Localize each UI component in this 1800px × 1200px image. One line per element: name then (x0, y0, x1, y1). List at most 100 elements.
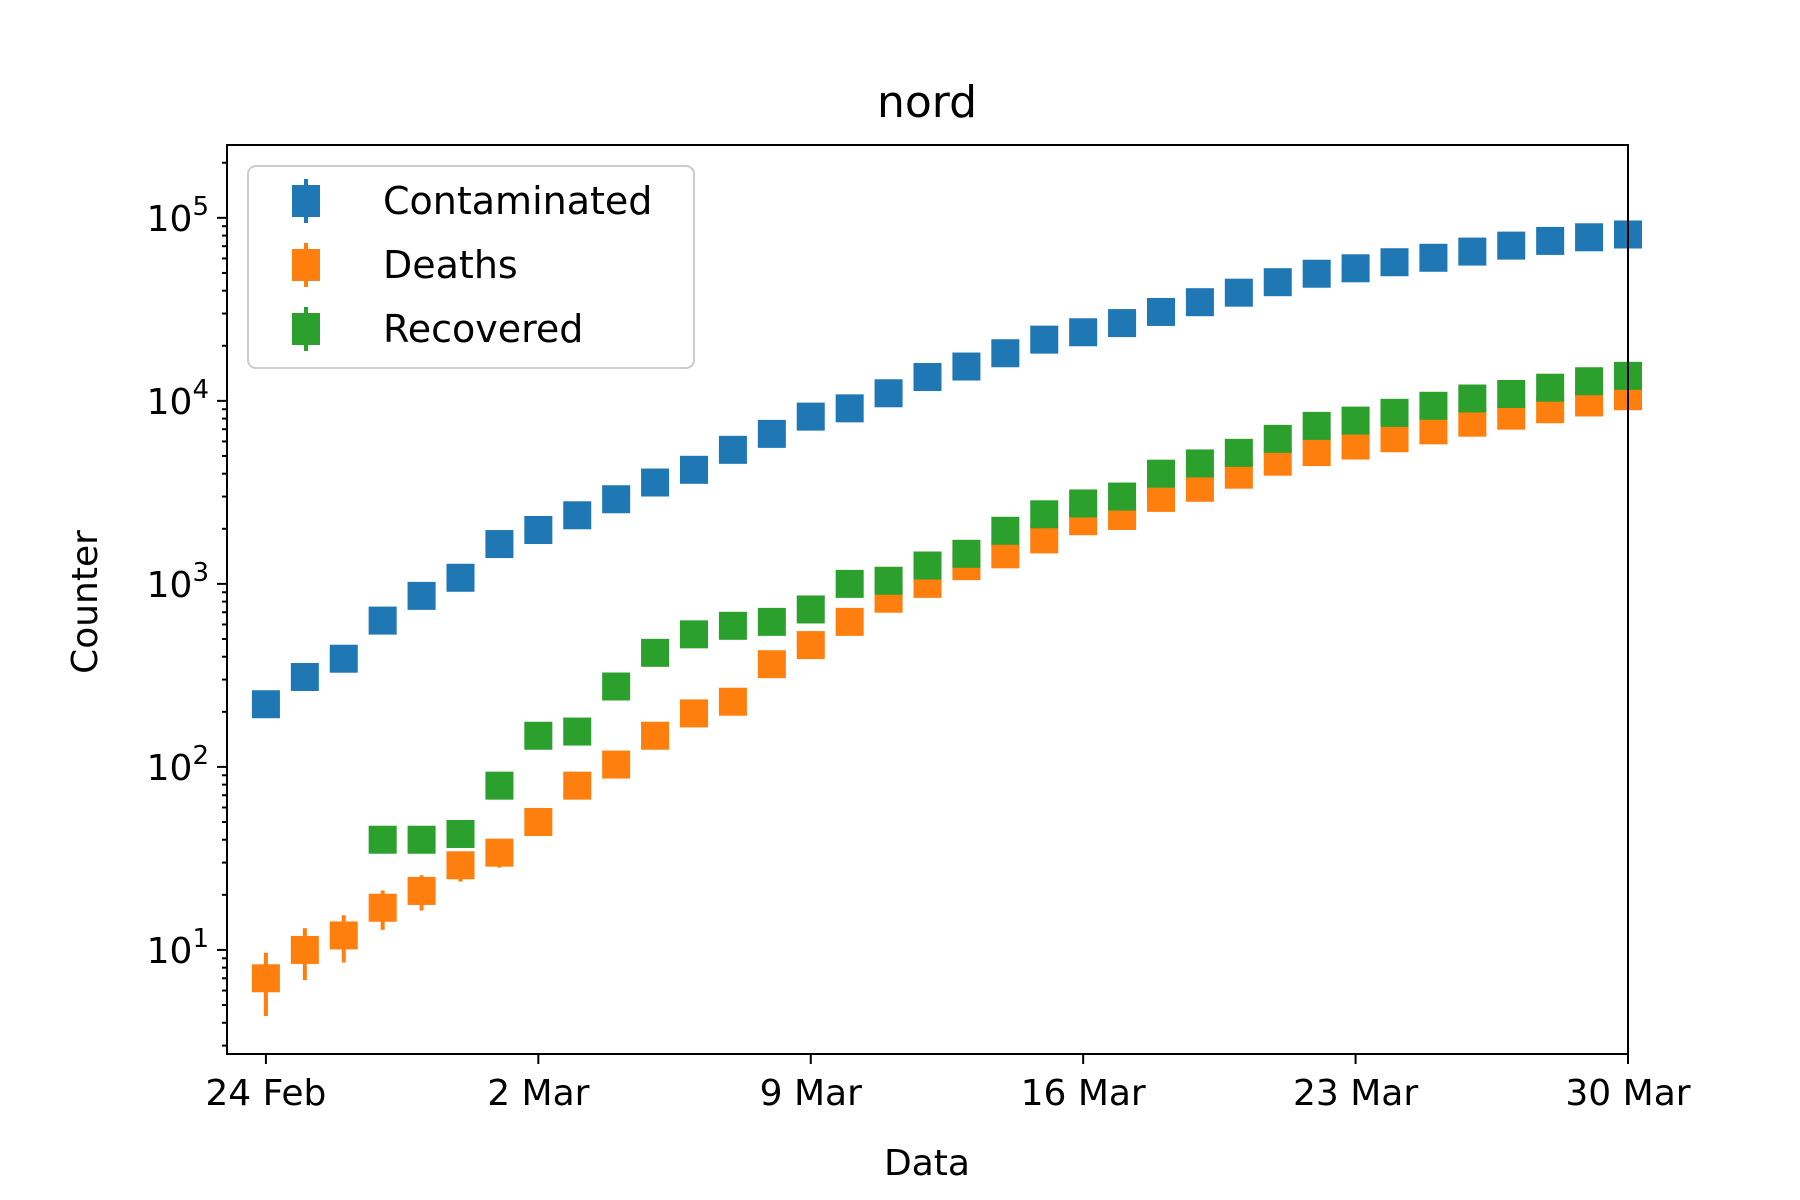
data-point (1419, 243, 1448, 272)
data-point (1146, 459, 1176, 488)
x-tick-label: 2 Mar (487, 1073, 589, 1114)
data-point (1458, 408, 1487, 437)
data-point (563, 501, 592, 530)
legend-item: Contaminated (292, 179, 652, 223)
data-point (1185, 449, 1214, 478)
data-point (1108, 309, 1137, 338)
data-point (641, 468, 670, 497)
data-point (1030, 500, 1059, 529)
y-axis: 101 102 103 104 105 (147, 161, 227, 1047)
chart-title: nord (877, 77, 977, 128)
data-point (641, 638, 670, 667)
data-point (874, 379, 903, 408)
legend-item: Recovered (292, 307, 583, 351)
data-point (1458, 384, 1487, 413)
data-point (251, 964, 280, 993)
data-point (1341, 431, 1370, 460)
data-point (718, 687, 747, 716)
data-point (368, 825, 397, 854)
data-point (1302, 438, 1331, 467)
data-point (446, 563, 475, 592)
data-point (1380, 424, 1409, 453)
y-tick-label: 104 (147, 375, 209, 423)
data-point (1030, 525, 1059, 554)
data-point (952, 352, 981, 381)
data-point (1185, 288, 1214, 317)
data-point (1575, 367, 1604, 396)
data-point (679, 455, 709, 484)
data-point (251, 690, 280, 719)
data-point (796, 595, 825, 624)
y-tick-label: 103 (147, 558, 209, 606)
plot-frame (226, 144, 1629, 1055)
legend-marker (292, 249, 320, 281)
data-point (563, 717, 592, 746)
data-point (368, 606, 397, 635)
data-point (835, 569, 864, 598)
data-point (991, 540, 1020, 569)
data-point (1536, 373, 1565, 402)
data-point (407, 581, 436, 610)
data-point (1341, 406, 1370, 435)
data-point (757, 650, 786, 679)
x-tick-label: 23 Mar (1293, 1073, 1418, 1114)
data-point (991, 516, 1020, 545)
data-point (1030, 325, 1059, 354)
data-point (602, 750, 631, 779)
data-point (718, 435, 747, 464)
data-point (679, 699, 709, 728)
data-point (991, 339, 1020, 368)
data-point (329, 644, 358, 673)
x-tick-label: 24 Feb (205, 1073, 326, 1114)
legend: Contaminated Deaths Recovered (247, 165, 695, 369)
x-tick-label: 9 Mar (760, 1073, 862, 1114)
data-point (1108, 482, 1137, 511)
data-point (602, 485, 631, 514)
data-point (1146, 483, 1176, 512)
data-point (1185, 473, 1214, 502)
data-point (1263, 268, 1292, 297)
data-point (679, 620, 709, 649)
data-point (1069, 489, 1098, 518)
series-recovered (368, 361, 1643, 854)
y-tick-label: 105 (147, 192, 209, 240)
data-point (563, 771, 592, 800)
data-point (1263, 424, 1292, 453)
data-point (796, 402, 825, 431)
legend-label: Deaths (383, 243, 518, 287)
data-point (913, 551, 942, 580)
data-point (446, 851, 475, 880)
data-point (1497, 231, 1526, 260)
data-point (1380, 398, 1409, 427)
data-point (1224, 278, 1253, 307)
data-point (290, 662, 319, 691)
data-point (1419, 416, 1448, 445)
data-point (1146, 297, 1176, 326)
data-point (1536, 226, 1565, 255)
data-point (835, 607, 864, 636)
x-tick-label: 16 Mar (1021, 1073, 1146, 1114)
data-point (602, 672, 631, 701)
data-point (368, 893, 397, 922)
data-point (952, 539, 981, 568)
legend-marker (292, 185, 320, 217)
data-point (524, 721, 553, 750)
data-point (1341, 254, 1370, 283)
y-axis-label: Counter (65, 530, 106, 674)
x-axis: 24 Feb 2 Mar 9 Mar 16 Mar 23 Mar 30 Mar (205, 1054, 1691, 1114)
data-point (1224, 438, 1253, 467)
x-axis-label: Data (884, 1143, 970, 1184)
y-tick-label: 102 (147, 741, 209, 789)
data-point (290, 935, 319, 964)
data-point (524, 515, 553, 544)
legend-label: Recovered (383, 307, 583, 351)
data-point (1302, 259, 1331, 288)
x-tick-label: 30 Mar (1565, 1073, 1690, 1114)
data-point (485, 771, 514, 800)
legend-label: Contaminated (383, 179, 652, 223)
data-point (1069, 318, 1098, 347)
legend-marker (292, 313, 320, 345)
plot-area (251, 220, 1643, 1017)
data-point (524, 807, 553, 836)
